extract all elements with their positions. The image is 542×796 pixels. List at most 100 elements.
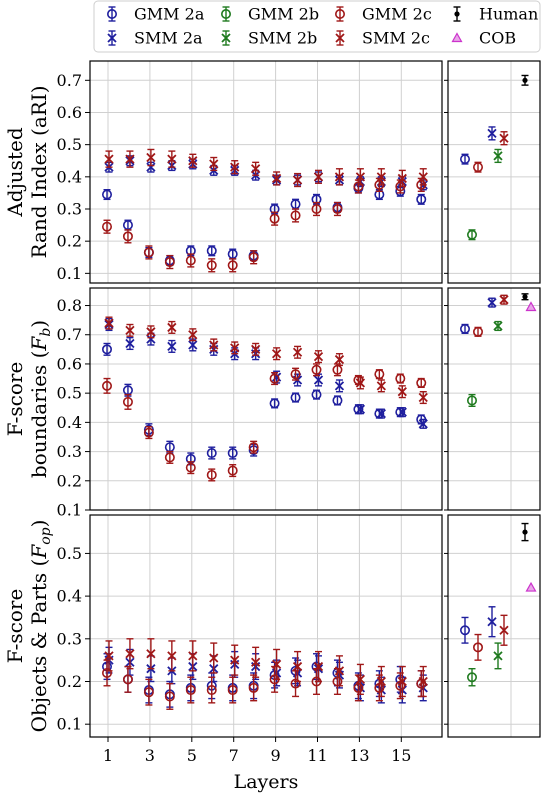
legend-label-gmm-2a: GMM 2a bbox=[134, 5, 205, 24]
point-gmm-2c-layer-4 bbox=[164, 452, 175, 463]
point-smm-2a-layer-13 bbox=[355, 404, 366, 414]
y-tick-label: 0.1 bbox=[57, 715, 82, 734]
point-gmm-2c-layer-10 bbox=[290, 369, 301, 380]
point-smm-2c-layer-1 bbox=[104, 651, 114, 661]
point-gmm-2c-layer-3 bbox=[143, 247, 154, 258]
summary-smm-2b bbox=[493, 651, 503, 661]
point-smm-2c-layer-5 bbox=[188, 156, 198, 166]
point-smm-2c-layer-8 bbox=[251, 657, 261, 667]
legend-item-smm-2a: SMM 2a bbox=[107, 29, 203, 48]
legend-item-gmm-2a: GMM 2a bbox=[107, 5, 205, 24]
panel-3-grid bbox=[90, 515, 540, 737]
point-smm-2c-layer-2 bbox=[125, 154, 135, 164]
point-smm-2c-layer-16 bbox=[418, 676, 428, 687]
panel-2-summary bbox=[459, 293, 537, 408]
point-smm-2c-layer-16 bbox=[418, 392, 428, 403]
summary-gmm-2c bbox=[472, 326, 483, 337]
y-tick-label: 0.4 bbox=[57, 167, 82, 186]
legend-marker-cob bbox=[451, 32, 463, 43]
summary-smm-2c bbox=[499, 625, 509, 635]
point-smm-2c-layer-4 bbox=[167, 154, 177, 164]
point-smm-2a-layer-12 bbox=[334, 381, 345, 391]
point-smm-2c-layer-1 bbox=[104, 154, 114, 164]
legend-frame bbox=[93, 0, 541, 53]
y-axis-label-close: ) bbox=[27, 320, 51, 328]
summary-gmm-2b bbox=[466, 672, 477, 683]
y-tick-label: 0.3 bbox=[57, 200, 82, 219]
point-smm-2c-layer-14 bbox=[376, 381, 386, 391]
point-smm-2c-layer-6 bbox=[209, 653, 219, 663]
point-smm-2c-layer-10 bbox=[292, 661, 303, 672]
y-axis-label-close: ) bbox=[27, 520, 51, 528]
point-smm-2a-layer-14 bbox=[376, 408, 386, 419]
legend-marker-smm-2a bbox=[107, 33, 117, 43]
point-smm-2c-layer-12 bbox=[334, 354, 345, 365]
point-gmm-2a-layer-6 bbox=[206, 448, 217, 459]
y-tick-label: 0.4 bbox=[57, 587, 82, 606]
y-tick-label: 0.5 bbox=[57, 135, 82, 154]
point-smm-2c-layer-2 bbox=[125, 649, 135, 659]
legend-item-smm-2c: SMM 2c bbox=[335, 29, 430, 48]
point-smm-2c-layer-13 bbox=[355, 172, 366, 182]
legend: GMM 2a GMM 2b GMM 2c Human SMM 2a SMM 2b SMM 2… bbox=[93, 0, 541, 53]
point-gmm-2c-layer-8 bbox=[248, 252, 259, 263]
series-gmm-2a bbox=[102, 182, 427, 267]
point-smm-2c-layer-10 bbox=[292, 175, 303, 185]
x-tick-label: 1 bbox=[103, 746, 113, 765]
legend-item-smm-2b: SMM 2b bbox=[221, 29, 317, 48]
point-gmm-2c-layer-3 bbox=[143, 687, 154, 698]
y-tick-label: 0.2 bbox=[57, 232, 82, 251]
point-smm-2c-layer-11 bbox=[313, 352, 324, 362]
y-tick-label: 0.2 bbox=[57, 672, 82, 691]
point-smm-2c-layer-14 bbox=[376, 172, 386, 182]
point-smm-2a-layer-3 bbox=[146, 334, 156, 344]
summary-cob bbox=[525, 301, 537, 312]
point-gmm-2c-layer-9 bbox=[269, 213, 280, 224]
point-gmm-2c-layer-8 bbox=[248, 682, 259, 693]
point-gmm-2a-layer-10 bbox=[290, 392, 301, 403]
point-gmm-2c-layer-3 bbox=[143, 427, 154, 438]
point-smm-2c-layer-5 bbox=[188, 330, 198, 340]
y-axis-label-symbol: F bbox=[27, 336, 51, 352]
point-smm-2c-layer-15 bbox=[397, 676, 407, 687]
point-gmm-2c-layer-7 bbox=[227, 685, 238, 696]
series-gmm-2c bbox=[102, 177, 427, 273]
point-gmm-2c-layer-2 bbox=[122, 396, 133, 407]
y-axis-label-line-2: boundaries (Fb) bbox=[27, 320, 54, 478]
chart-panels: 0.1 0.2 0.3 0.4 0.5 0.6 0.7 Adjusted Rand Index … bbox=[3, 60, 541, 793]
y-axis-label-line-1: F-score bbox=[3, 362, 27, 437]
panel-1-summary bbox=[459, 74, 529, 241]
y-tick-label: 0.7 bbox=[57, 71, 82, 90]
point-gmm-2c-layer-12 bbox=[332, 204, 343, 215]
point-gmm-2a-layer-9 bbox=[269, 398, 280, 409]
point-smm-2c-layer-9 bbox=[271, 173, 282, 184]
point-gmm-2a-layer-11 bbox=[311, 389, 322, 400]
summary-smm-2a bbox=[487, 617, 497, 627]
point-gmm-2a-layer-7 bbox=[227, 448, 238, 459]
point-smm-2c-layer-3 bbox=[146, 649, 156, 659]
point-gmm-2c-layer-13 bbox=[353, 181, 364, 192]
x-tick-label: 9 bbox=[271, 746, 281, 765]
point-smm-2c-layer-3 bbox=[146, 327, 156, 337]
summary-smm-2c bbox=[499, 295, 509, 305]
point-smm-2c-layer-12 bbox=[334, 172, 345, 182]
series-smm-2c bbox=[104, 638, 428, 698]
point-smm-2a-layer-4 bbox=[167, 341, 177, 352]
y-tick-label: 0.7 bbox=[57, 325, 82, 344]
legend-label-smm-2a: SMM 2a bbox=[134, 29, 203, 48]
x-tick-label: 15 bbox=[391, 746, 411, 765]
summary-cob bbox=[525, 581, 537, 592]
y-axis-label-subscript: b bbox=[38, 328, 54, 337]
point-gmm-2c-layer-14 bbox=[374, 369, 385, 380]
point-smm-2c-layer-9 bbox=[271, 659, 282, 670]
point-gmm-2c-layer-10 bbox=[290, 210, 301, 221]
y-tick-label: 0.3 bbox=[57, 629, 82, 648]
x-axis-label: Layers bbox=[234, 771, 299, 793]
summary-gmm-2b bbox=[466, 395, 477, 406]
y-axis-label-line-1: F-score bbox=[3, 589, 27, 664]
point-smm-2c-layer-7 bbox=[230, 655, 240, 665]
point-smm-2c-layer-6 bbox=[209, 159, 219, 169]
panel-2-main-frame bbox=[89, 287, 443, 511]
panel-1-side-frame bbox=[447, 60, 541, 284]
y-tick-label: 0.3 bbox=[57, 442, 82, 461]
